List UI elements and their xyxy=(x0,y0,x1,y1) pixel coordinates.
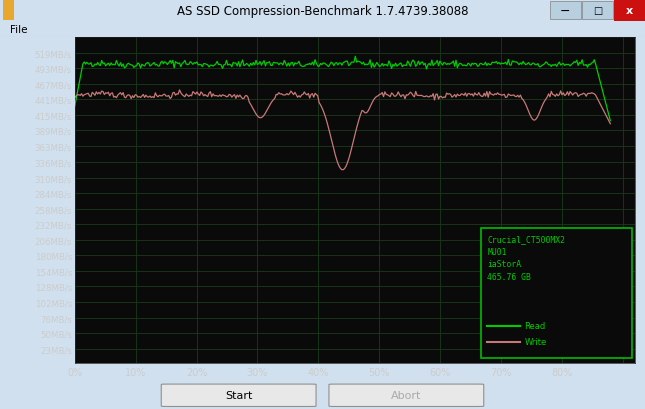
Bar xyxy=(3,1,14,21)
Bar xyxy=(550,2,580,20)
FancyBboxPatch shape xyxy=(161,384,316,407)
Bar xyxy=(481,228,632,358)
Text: Read: Read xyxy=(524,321,546,330)
Text: x: x xyxy=(626,6,633,16)
Text: File: File xyxy=(10,25,27,35)
Bar xyxy=(582,2,613,20)
Text: Abort: Abort xyxy=(391,390,422,400)
Text: AS SSD Compression-Benchmark 1.7.4739.38088: AS SSD Compression-Benchmark 1.7.4739.38… xyxy=(177,4,468,18)
Text: □: □ xyxy=(593,6,602,16)
Text: Start: Start xyxy=(225,390,252,400)
Text: Write: Write xyxy=(524,337,547,346)
Text: −: − xyxy=(560,4,570,18)
Bar xyxy=(614,0,645,22)
Text: Crucial_CT500MX2
MU01
iaStorA
465.76 GB: Crucial_CT500MX2 MU01 iaStorA 465.76 GB xyxy=(488,235,566,281)
FancyBboxPatch shape xyxy=(329,384,484,407)
